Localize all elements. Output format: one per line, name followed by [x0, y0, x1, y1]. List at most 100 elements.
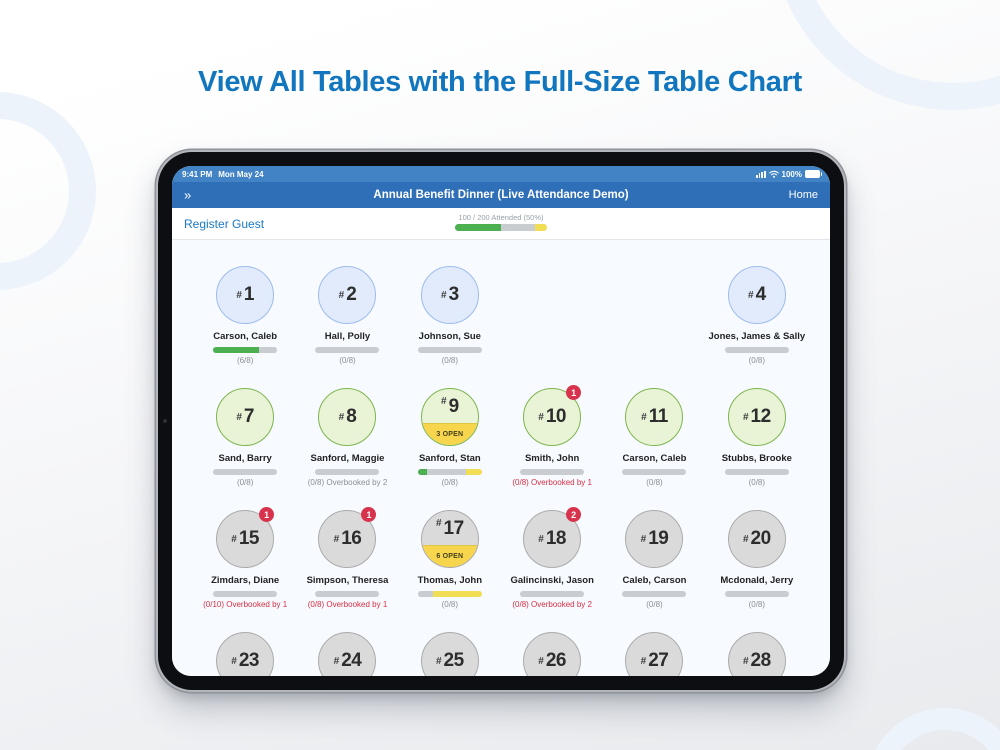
table-circle[interactable]: # 24: [318, 632, 377, 676]
table-cell[interactable]: # 18 2 Galincinski, Jason (0/8) Overbook…: [501, 507, 603, 632]
table-number: 17: [443, 518, 465, 539]
table-number: 8: [346, 406, 357, 427]
table-capacity-label: (0/8): [236, 478, 254, 487]
table-circle[interactable]: # 16 1: [318, 507, 377, 568]
table-progress-bar: [724, 469, 789, 475]
table-circle[interactable]: 6 OPEN # 17: [420, 510, 479, 568]
table-cell[interactable]: # 3 Johnson, Sue (0/8): [399, 266, 501, 388]
table-progress-bar: [417, 591, 482, 597]
decorative-ring-left: [0, 92, 96, 290]
table-cell[interactable]: # 12 Stubbs, Brooke (0/8): [706, 388, 808, 510]
alert-badge: 1: [259, 507, 275, 522]
table-circle[interactable]: # 1: [216, 266, 275, 324]
table-circle[interactable]: # 7: [216, 388, 275, 446]
table-host-name: Hall, Polly: [324, 331, 371, 342]
table-number: 26: [545, 650, 567, 671]
status-bar: 9:41 PM Mon May 24 100%: [172, 166, 830, 182]
register-guest-link[interactable]: Register Guest: [184, 216, 265, 231]
attendance-label: 100 / 200 Attended (50%): [458, 213, 544, 222]
table-number: 15: [238, 528, 260, 549]
table-cell[interactable]: 6 OPEN # 17 Thomas, John (0/8): [399, 510, 501, 632]
table-capacity-label: (0/8): [441, 600, 459, 609]
table-progress-bar: [417, 469, 482, 475]
attendance-progress-bar: [455, 224, 547, 231]
table-cell[interactable]: # 16 1 Simpson, Theresa (0/8) Overbooked…: [296, 507, 398, 632]
table-progress-bar: [213, 469, 278, 475]
alert-badge: 2: [566, 507, 582, 522]
attendance-summary: 100 / 200 Attended (50%): [455, 213, 547, 231]
table-cell[interactable]: # 26: [501, 632, 603, 676]
status-time: 9:41 PM: [182, 169, 213, 179]
table-number-hash: #: [338, 289, 345, 301]
table-number-hash: #: [338, 411, 345, 423]
table-progress-bar: [315, 469, 380, 475]
table-capacity-label: (0/8): [339, 356, 356, 365]
table-circle[interactable]: # 8: [318, 388, 377, 446]
table-capacity-label: (6/8): [236, 356, 254, 365]
table-cell[interactable]: # 1 Carson, Caleb (6/8): [194, 266, 296, 388]
table-number-hash: #: [640, 655, 647, 667]
table-cell[interactable]: # 11 Carson, Caleb (0/8): [603, 388, 705, 510]
alert-badge: 1: [361, 507, 377, 522]
sidebar-expand-icon[interactable]: »: [184, 187, 192, 203]
table-circle[interactable]: # 3: [420, 266, 479, 324]
front-camera-icon: [163, 419, 167, 423]
decorative-ring-bottom-right: [866, 708, 1000, 750]
table-progress-bar: [213, 591, 278, 597]
table-number-hash: #: [231, 655, 237, 667]
table-number-hash: #: [742, 655, 749, 667]
table-circle[interactable]: # 10 1: [523, 385, 582, 446]
table-circle[interactable]: 3 OPEN # 9: [420, 388, 479, 446]
home-button[interactable]: Home: [788, 189, 818, 201]
table-number-hash: #: [231, 533, 237, 545]
table-circle[interactable]: # 25: [420, 632, 479, 676]
table-circle[interactable]: # 11: [625, 388, 684, 446]
table-cell[interactable]: 3 OPEN # 9 Sanford, Stan (0/8): [399, 388, 501, 510]
table-number: 10: [545, 406, 567, 427]
table-circle[interactable]: # 4: [727, 266, 786, 324]
table-circle[interactable]: # 26: [523, 632, 582, 676]
table-circle[interactable]: # 20: [727, 510, 786, 568]
table-number: 24: [341, 650, 362, 671]
table-cell[interactable]: # 4 Jones, James & Sally (0/8): [706, 266, 808, 388]
table-cell[interactable]: # 20 Mcdonald, Jerry (0/8): [706, 510, 808, 632]
table-number-hash: #: [538, 411, 544, 423]
wifi-icon: [768, 170, 779, 178]
table-cell[interactable]: # 27: [603, 632, 705, 676]
table-host-name: Smith, John: [524, 453, 580, 464]
table-host-name: Mcdonald, Jerry: [720, 575, 794, 586]
table-cell[interactable]: # 23: [194, 632, 296, 676]
table-circle[interactable]: # 23: [216, 632, 275, 676]
signal-bars-icon: [756, 170, 766, 178]
table-circle[interactable]: # 12: [727, 388, 786, 446]
table-cell[interactable]: # 10 1 Smith, John (0/8) Overbooked by 1: [501, 385, 603, 510]
table-capacity-label: (0/8) Overbooked by 1: [512, 478, 592, 487]
nav-bar: » Annual Benefit Dinner (Live Attendance…: [172, 182, 830, 208]
table-circle[interactable]: # 15 1: [216, 507, 275, 568]
table-cell[interactable]: # 28: [706, 632, 808, 676]
table-circle[interactable]: # 28: [727, 632, 786, 676]
table-cell[interactable]: # 15 1 Zimdars, Diane (0/10) Overbooked …: [194, 507, 296, 632]
table-number: 27: [648, 650, 669, 671]
table-cell[interactable]: # 25: [399, 632, 501, 676]
table-number-hash: #: [333, 655, 340, 667]
table-host-name: Zimdars, Diane: [211, 575, 280, 586]
open-seats-label: 3 OPEN: [421, 423, 478, 445]
table-progress-bar: [315, 591, 380, 597]
table-circle[interactable]: # 19: [625, 510, 684, 568]
table-cell[interactable]: # 24: [296, 632, 398, 676]
table-number: 18: [545, 528, 567, 549]
table-number-hash: #: [435, 518, 442, 529]
ipad-device-frame: 9:41 PM Mon May 24 100% » Annual Benefi: [158, 152, 844, 690]
table-circle[interactable]: # 18 2: [523, 507, 582, 568]
table-progress-bar: [622, 591, 687, 597]
table-number: 4: [755, 284, 767, 305]
table-cell[interactable]: # 8 Sanford, Maggie (0/8) Overbooked by …: [296, 388, 398, 510]
table-cell[interactable]: # 19 Caleb, Carson (0/8): [603, 510, 705, 632]
table-circle[interactable]: # 2: [318, 266, 377, 324]
table-number-hash: #: [441, 396, 447, 407]
table-cell[interactable]: # 7 Sand, Barry (0/8): [194, 388, 296, 510]
table-circle[interactable]: # 27: [625, 632, 684, 676]
table-cell[interactable]: # 2 Hall, Polly (0/8): [296, 266, 398, 388]
table-capacity-label: (0/8) Overbooked by 2: [512, 600, 592, 609]
